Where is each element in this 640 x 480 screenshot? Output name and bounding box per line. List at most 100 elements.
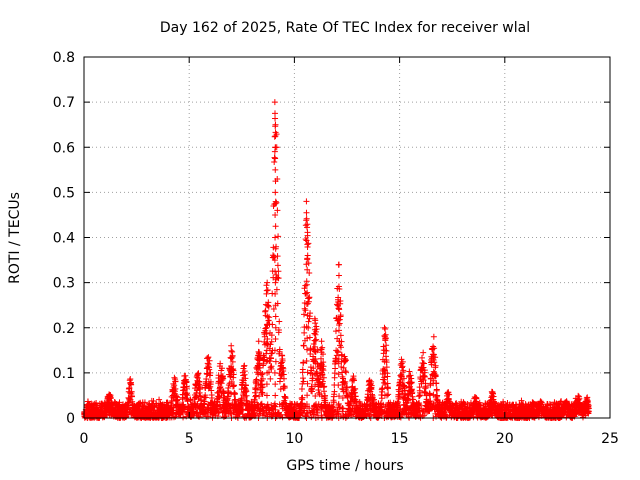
data-point (172, 378, 179, 385)
data-point (300, 311, 307, 318)
data-point (264, 313, 271, 320)
data-point (319, 378, 326, 385)
data-point (281, 384, 288, 391)
data-point (406, 368, 413, 375)
data-point (422, 384, 429, 391)
data-point (242, 375, 249, 382)
data-point (336, 338, 343, 345)
data-point (274, 253, 281, 260)
data-point (306, 269, 313, 276)
data-point (128, 393, 135, 400)
data-point (180, 405, 187, 412)
data-point (263, 350, 270, 357)
data-point (271, 154, 278, 161)
data-point (307, 345, 314, 352)
data-point (240, 363, 247, 370)
ticks-layer: 0 0.1 0.2 0.3 0.4 0.5 0.6 0.7 0.8 0 5 10 15 20 25 (53, 50, 619, 447)
data-point (395, 399, 402, 406)
data-point (230, 382, 237, 389)
data-point (263, 403, 270, 410)
data-point (261, 354, 268, 361)
data-point (381, 392, 388, 399)
data-point (382, 335, 389, 342)
data-point (340, 388, 347, 395)
data-point (416, 401, 423, 408)
data-point (241, 368, 248, 375)
data-point (381, 324, 388, 331)
data-point (170, 414, 177, 421)
data-point (309, 388, 316, 395)
data-point (272, 279, 279, 286)
data-point (272, 200, 279, 207)
data-point (584, 398, 591, 405)
data-point (335, 371, 342, 378)
data-point (272, 155, 279, 162)
data-point (339, 395, 346, 402)
data-point (303, 215, 310, 222)
data-point (276, 346, 283, 353)
data-point (518, 397, 525, 404)
data-point (260, 360, 267, 367)
data-point (228, 402, 235, 409)
data-point (335, 272, 342, 279)
data-point (271, 347, 278, 354)
data-point (490, 390, 497, 397)
data-point (262, 308, 269, 315)
data-point (228, 366, 235, 373)
data-point (229, 358, 236, 365)
data-point (384, 385, 391, 392)
data-point (207, 369, 214, 376)
data-point (280, 365, 287, 372)
data-point (272, 245, 279, 252)
data-point (336, 327, 343, 334)
data-point (304, 392, 311, 399)
data-point (332, 357, 339, 364)
data-point (318, 393, 325, 400)
data-point (301, 285, 308, 292)
data-point (263, 282, 270, 289)
data-point (341, 380, 348, 387)
data-point (259, 383, 266, 390)
data-point (585, 405, 592, 412)
data-point (260, 408, 267, 415)
data-point (337, 332, 344, 339)
data-point (255, 338, 262, 345)
data-point (263, 392, 270, 399)
data-point (477, 402, 484, 409)
data-point (206, 357, 213, 364)
data-point (271, 110, 278, 117)
data-point (426, 407, 433, 414)
data-point (310, 365, 317, 372)
data-point (263, 347, 270, 354)
data-point (304, 232, 311, 239)
data-point (421, 372, 428, 379)
data-point (302, 307, 309, 314)
data-point (272, 381, 279, 388)
data-point (272, 121, 279, 128)
data-point (263, 381, 270, 388)
data-point (446, 391, 453, 398)
y-tick-label: 0.2 (53, 321, 75, 337)
data-point (405, 397, 412, 404)
data-point (272, 234, 279, 241)
y-tick-label: 0 (66, 411, 75, 427)
data-point (220, 389, 227, 396)
data-point (279, 357, 286, 364)
data-point (116, 399, 123, 406)
data-point (299, 394, 306, 401)
data-point (107, 394, 114, 401)
data-point (242, 382, 249, 389)
data-point (196, 379, 203, 386)
data-point (429, 345, 436, 352)
data-point (304, 244, 311, 250)
x-tick-label: 0 (80, 431, 89, 447)
data-point (193, 374, 200, 381)
data-point (218, 380, 225, 387)
data-point (216, 402, 223, 409)
data-point (422, 373, 429, 380)
data-point (311, 343, 318, 350)
data-point (383, 347, 390, 354)
y-tick-label: 0.8 (53, 50, 75, 66)
data-point (262, 325, 269, 332)
